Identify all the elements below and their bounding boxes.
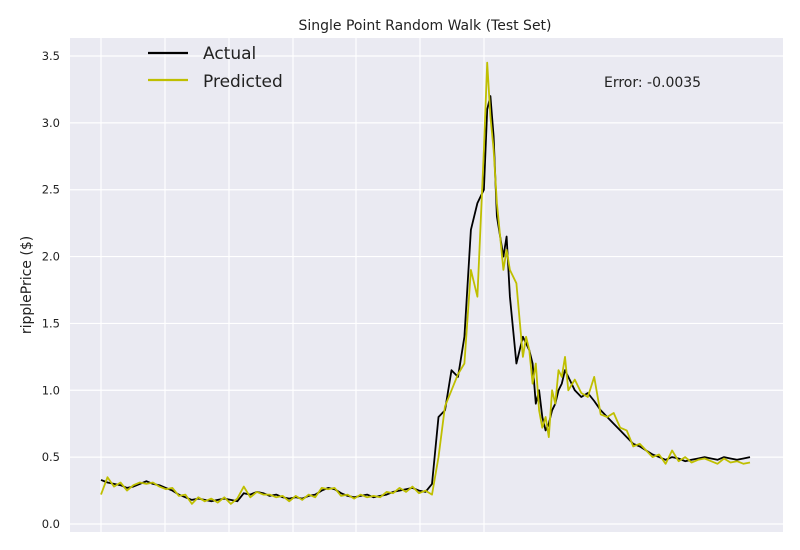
chart-title: Single Point Random Walk (Test Set) xyxy=(298,18,551,34)
series-lines xyxy=(100,61,751,505)
y-axis-label: ripplePrice ($) xyxy=(19,236,35,334)
y-tick-label: 1.5 xyxy=(42,316,60,330)
y-tick-label: 3.5 xyxy=(42,49,60,63)
y-tick-labels: 0.0 0.5 1.0 1.5 2.0 2.5 3.0 3.5 xyxy=(42,49,60,531)
y-tick-label: 2.0 xyxy=(42,250,60,264)
error-annotation: Error: -0.0035 xyxy=(604,75,701,91)
y-tick-label: 1.0 xyxy=(42,383,60,397)
legend-label-actual: Actual xyxy=(203,44,256,64)
grid-lines xyxy=(70,38,783,532)
plot-area xyxy=(70,38,783,532)
y-tick-label: 3.0 xyxy=(42,116,60,130)
legend: Actual Predicted xyxy=(148,44,283,92)
legend-label-predicted: Predicted xyxy=(203,72,283,92)
y-tick-label: 0.0 xyxy=(42,517,60,531)
y-tick-label: 2.5 xyxy=(42,183,60,197)
y-tick-label: 0.5 xyxy=(42,450,60,464)
series-line-predicted xyxy=(100,61,751,505)
